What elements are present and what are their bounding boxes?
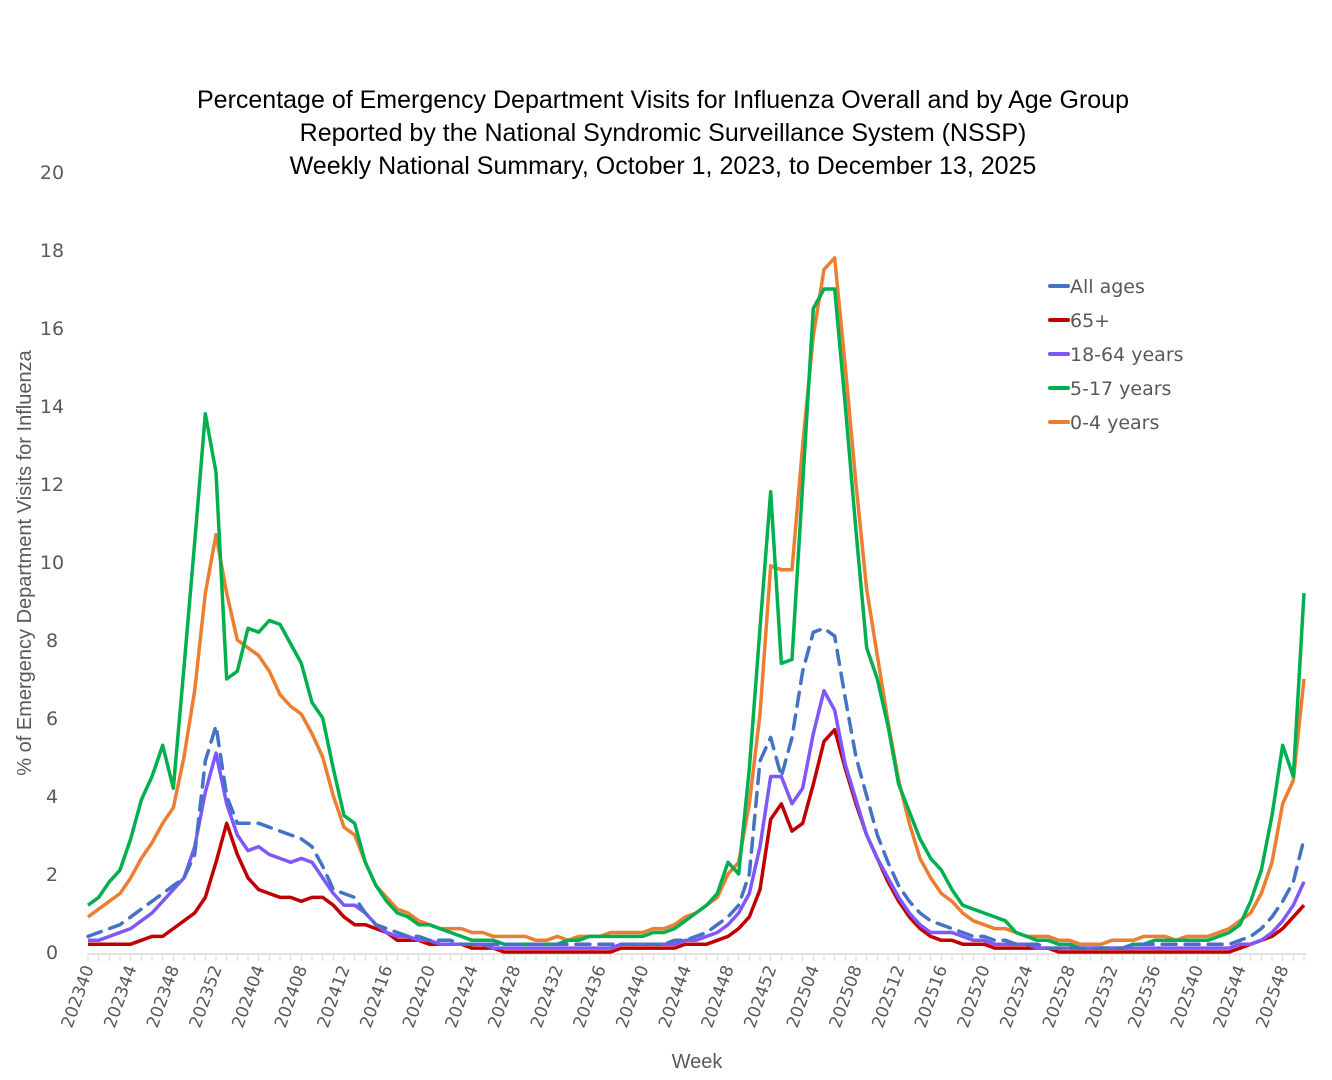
y-tick-label: 4	[46, 786, 58, 808]
y-tick-label: 14	[40, 396, 64, 418]
title-line-1: Percentage of Emergency Department Visit…	[197, 86, 1129, 114]
legend-label: 18-64 years	[1070, 344, 1184, 366]
y-tick-label: 12	[40, 474, 64, 496]
y-tick-label: 10	[40, 552, 64, 574]
title-line-2: Reported by the National Syndromic Surve…	[300, 119, 1027, 147]
y-tick-label: 6	[46, 708, 58, 730]
series-line-all-ages	[86, 626, 1306, 950]
legend: All ages 65+ 18-64 years 5-17 years 0-4 year…	[1048, 276, 1184, 434]
legend-label: All ages	[1070, 276, 1145, 298]
x-axis	[87, 953, 1306, 961]
x-axis-label: Week	[672, 1051, 724, 1073]
y-tick-label: 0	[46, 942, 58, 964]
y-tick-label: 20	[40, 162, 64, 184]
legend-label: 0-4 years	[1070, 412, 1159, 434]
title-line-3: Weekly National Summary, October 1, 2023…	[290, 152, 1037, 180]
y-tick-label: 2	[46, 864, 58, 886]
series-layer	[86, 256, 1306, 954]
legend-label: 5-17 years	[1070, 378, 1171, 400]
y-axis-label: % of Emergency Department Visits for Inf…	[14, 349, 36, 775]
chart-title: Percentage of Emergency Department Visit…	[197, 86, 1129, 180]
legend-label: 65+	[1070, 310, 1110, 332]
y-tick-label: 16	[40, 318, 64, 340]
y-axis-ticks: 0 2 4 6 8 10 12 14 16 18 20	[40, 162, 64, 964]
y-tick-label: 18	[40, 240, 64, 262]
series-line-65	[88, 727, 1306, 954]
y-tick-label: 8	[46, 630, 58, 652]
